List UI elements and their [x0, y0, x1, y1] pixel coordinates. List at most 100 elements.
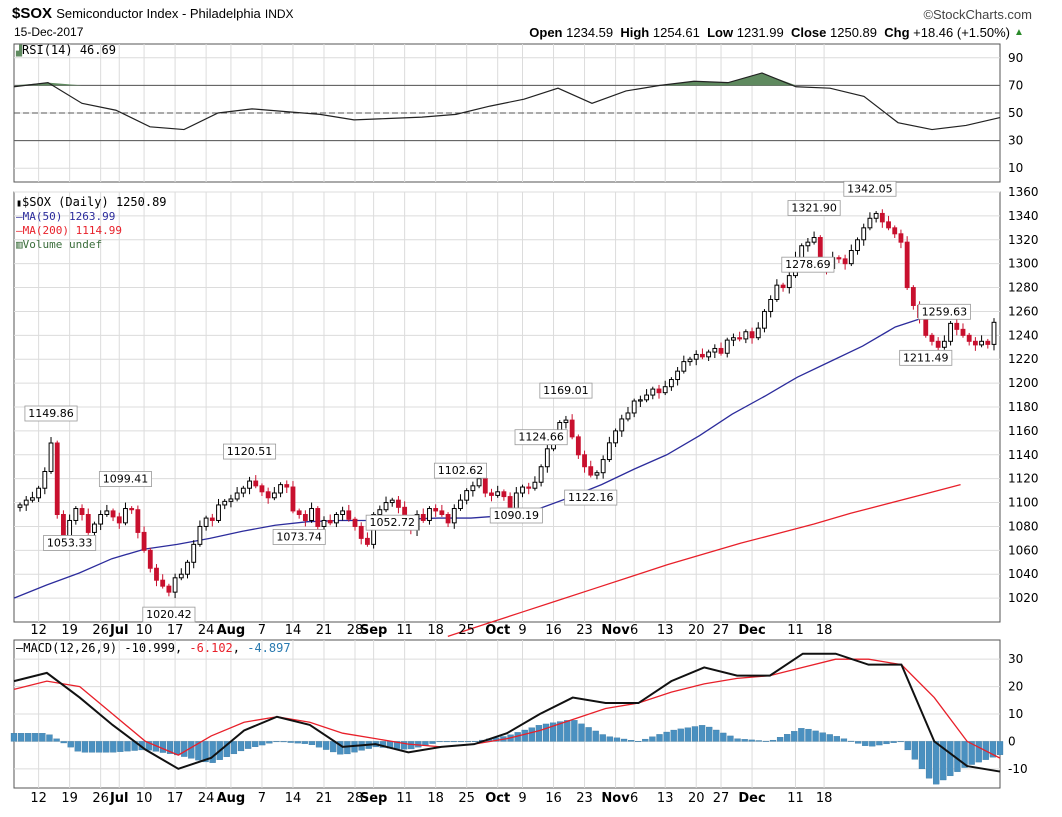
candle-body	[625, 412, 631, 420]
macd-histogram-bar	[124, 741, 131, 752]
macd-histogram-bar	[266, 741, 273, 744]
candle-body	[681, 361, 687, 372]
candle-body	[327, 519, 333, 524]
x-tick-label: Sep	[360, 623, 388, 638]
macd-histogram-bar	[209, 741, 216, 763]
macd-histogram-bar	[280, 741, 287, 743]
macd-histogram-bar	[117, 741, 124, 752]
candle-body	[104, 510, 110, 515]
candle-body	[154, 567, 159, 581]
x-tick-label: 27	[713, 791, 730, 806]
rsi-tick-label: 70	[1008, 78, 1023, 92]
low-value-label: 1020.42	[142, 606, 196, 623]
macd-histogram-bar	[798, 728, 805, 742]
candle-body	[259, 485, 265, 493]
x-tick-label: 14	[285, 623, 302, 638]
x-tick-label: Aug	[217, 791, 246, 806]
macd-histogram-bar	[890, 741, 897, 743]
rsi-legend: ▟RSI(14) 46.69	[16, 43, 116, 59]
macd-histogram-bar	[996, 741, 1004, 755]
price-tick-label: 1160	[1008, 424, 1039, 438]
rsi-line	[13, 72, 1001, 131]
value-label-box	[98, 471, 152, 487]
macd-histogram-bar	[940, 741, 947, 781]
macd-histogram-bar	[88, 741, 96, 753]
candle-body	[842, 258, 848, 265]
candle-body	[501, 491, 507, 498]
candle-body	[92, 523, 97, 533]
macd-histogram-bar	[46, 734, 53, 742]
candle-body	[172, 577, 178, 593]
x-tick-label: 25	[458, 623, 475, 638]
price-tick-label: 1120	[1008, 472, 1039, 486]
candle-body	[302, 514, 308, 521]
x-tick-label: 6	[630, 791, 638, 806]
candle-body	[700, 353, 705, 358]
price-tick-label: 1300	[1008, 257, 1039, 271]
candle-body	[346, 510, 352, 520]
macd-histogram-bar	[684, 727, 692, 742]
macd-histogram-bar	[734, 738, 741, 742]
high-value-label: 1259.63	[917, 303, 971, 320]
macd-tick-label: 0	[1008, 734, 1016, 748]
close-label: Close	[790, 25, 827, 40]
macd-histogram-bar	[244, 741, 252, 749]
candle-body	[693, 353, 699, 360]
high-value-label: 1321.90	[787, 200, 841, 216]
candle-body	[712, 347, 718, 353]
macd-histogram-bar	[436, 741, 443, 743]
macd-histogram-bar	[691, 726, 699, 742]
macd-histogram-bar	[720, 732, 727, 742]
x-tick-label: Oct	[485, 791, 510, 806]
macd-histogram-bar	[585, 727, 592, 742]
candle-body	[706, 351, 712, 358]
candle-body	[110, 510, 116, 518]
macd-histogram-bar	[181, 741, 188, 757]
candle-body	[762, 310, 767, 329]
open-value: 1234.59	[566, 25, 614, 40]
candle-body	[247, 480, 252, 489]
candle-body	[123, 508, 128, 524]
candle-body	[650, 388, 656, 396]
macd-histogram-bar	[869, 741, 876, 747]
x-tick-label: Oct	[485, 623, 510, 638]
candle-body	[799, 245, 805, 259]
macd-histogram-bar	[337, 741, 344, 755]
macd-histogram-bar	[549, 722, 557, 742]
x-tick-label: 16	[545, 791, 562, 806]
price-tick-label: 1040	[1008, 567, 1039, 581]
macd-histogram-bar	[159, 741, 167, 753]
macd-histogram-bar	[443, 741, 450, 743]
candle-body	[532, 481, 538, 489]
x-tick-label: 12	[30, 791, 47, 806]
candle-body	[848, 250, 854, 265]
candle-body	[836, 257, 842, 260]
x-tick-label: 12	[30, 623, 47, 638]
macd-histogram-bar	[315, 741, 323, 748]
rsi-legend-icon: ▟	[16, 46, 23, 57]
candle-body	[637, 399, 643, 402]
x-tick-label: 21	[316, 791, 333, 806]
value-label-box	[272, 529, 326, 545]
macd-histogram-bar	[606, 736, 613, 742]
candle-body	[464, 490, 470, 501]
rsi-overbought-fill	[14, 72, 1000, 86]
x-tick-label: 6	[630, 623, 638, 638]
value-label-text: 1342.05	[847, 182, 893, 195]
price-tick-label: 1100	[1008, 496, 1039, 510]
candle-body	[166, 585, 172, 593]
chart-date: 15-Dec-2017	[14, 25, 84, 39]
high-label: High	[620, 25, 650, 40]
x-tick-label: 11	[396, 623, 413, 638]
price-legend-text: $SOX (Daily) 1250.89	[22, 195, 167, 209]
macd-histogram-bar	[81, 741, 89, 753]
high-value-label: 1099.41	[98, 471, 152, 487]
x-tick-label: Dec	[738, 791, 765, 806]
x-tick-label: Dec	[738, 623, 765, 638]
low-value-label: 1073.74	[272, 529, 326, 545]
candle-body	[271, 492, 277, 499]
macd-histogram-bar	[521, 729, 528, 742]
macd-histogram-bar	[252, 741, 259, 747]
macd-histogram-bar	[698, 725, 706, 742]
candle-body	[265, 491, 271, 499]
